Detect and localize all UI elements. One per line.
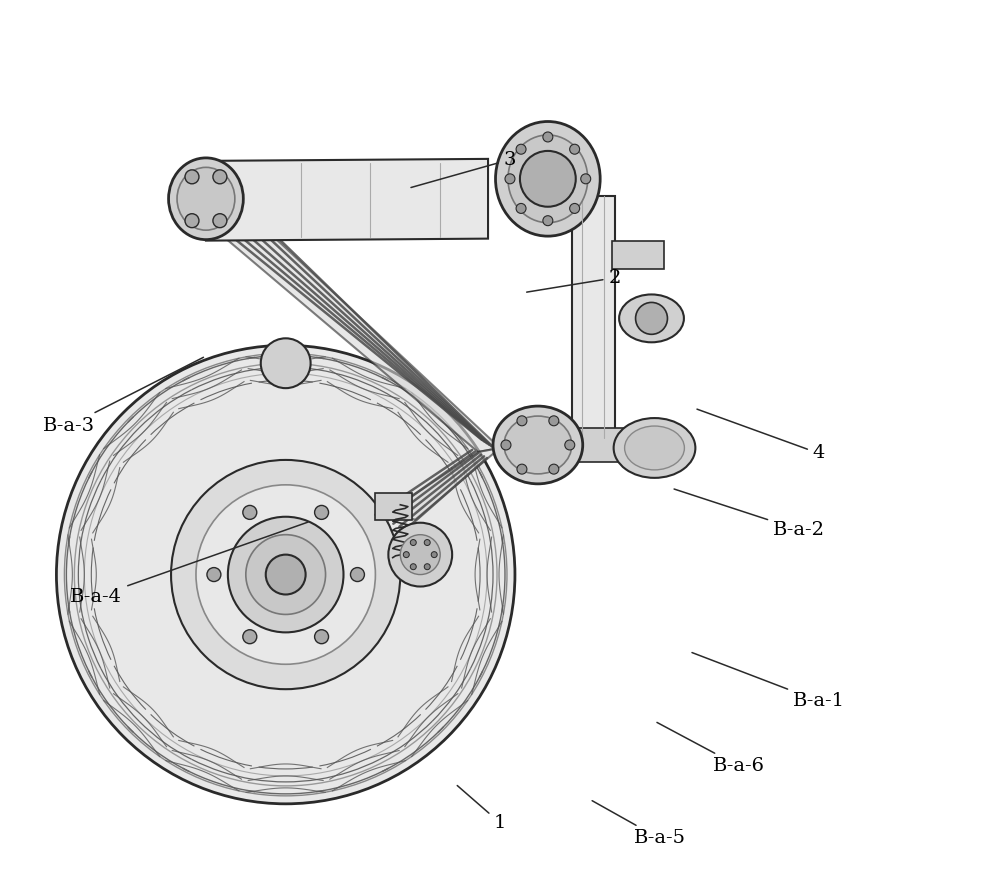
Circle shape (543, 215, 553, 226)
Text: 1: 1 (457, 786, 506, 832)
Ellipse shape (496, 121, 600, 236)
Circle shape (410, 540, 416, 546)
Circle shape (171, 460, 400, 689)
Ellipse shape (625, 426, 684, 470)
Circle shape (431, 552, 437, 557)
Polygon shape (388, 448, 500, 520)
Ellipse shape (493, 406, 583, 484)
Circle shape (636, 303, 667, 334)
Text: B-a-5: B-a-5 (592, 800, 685, 848)
Circle shape (565, 440, 575, 450)
Ellipse shape (177, 167, 235, 230)
Circle shape (581, 174, 591, 184)
Circle shape (516, 203, 526, 214)
Circle shape (315, 630, 329, 644)
Circle shape (213, 214, 227, 228)
Ellipse shape (508, 135, 588, 222)
Polygon shape (612, 241, 664, 269)
Text: B-a-3: B-a-3 (43, 358, 203, 434)
Circle shape (185, 214, 199, 228)
Circle shape (261, 338, 311, 388)
Circle shape (549, 464, 559, 474)
Circle shape (424, 540, 430, 546)
Polygon shape (375, 493, 412, 520)
Text: B-a-2: B-a-2 (674, 489, 825, 539)
Circle shape (424, 563, 430, 569)
Circle shape (185, 170, 199, 184)
Text: B-a-6: B-a-6 (657, 722, 765, 775)
Circle shape (549, 416, 559, 426)
Text: 4: 4 (697, 409, 825, 462)
Circle shape (243, 630, 257, 644)
Polygon shape (206, 159, 488, 241)
Circle shape (501, 440, 511, 450)
Circle shape (403, 552, 409, 557)
Circle shape (213, 170, 227, 184)
Text: B-a-1: B-a-1 (692, 652, 845, 710)
Circle shape (520, 151, 576, 207)
Circle shape (266, 555, 306, 595)
Circle shape (517, 416, 527, 426)
Circle shape (315, 506, 329, 520)
Circle shape (56, 345, 515, 804)
Circle shape (410, 563, 416, 569)
Circle shape (196, 485, 375, 664)
Circle shape (505, 174, 515, 184)
Text: B-a-4: B-a-4 (70, 522, 308, 606)
Polygon shape (226, 239, 500, 452)
Polygon shape (572, 428, 632, 462)
Circle shape (228, 517, 344, 632)
Circle shape (207, 568, 221, 582)
Circle shape (243, 506, 257, 520)
Circle shape (350, 568, 364, 582)
Circle shape (517, 464, 527, 474)
Circle shape (543, 132, 553, 142)
Circle shape (516, 144, 526, 154)
Circle shape (570, 144, 580, 154)
Text: 2: 2 (527, 269, 621, 292)
Polygon shape (572, 196, 615, 438)
Circle shape (246, 535, 326, 615)
Circle shape (570, 203, 580, 214)
Ellipse shape (504, 416, 572, 473)
Text: 3: 3 (411, 151, 516, 187)
Circle shape (400, 535, 440, 575)
Ellipse shape (614, 418, 695, 478)
Circle shape (388, 522, 452, 587)
Ellipse shape (619, 295, 684, 343)
Ellipse shape (169, 158, 243, 240)
